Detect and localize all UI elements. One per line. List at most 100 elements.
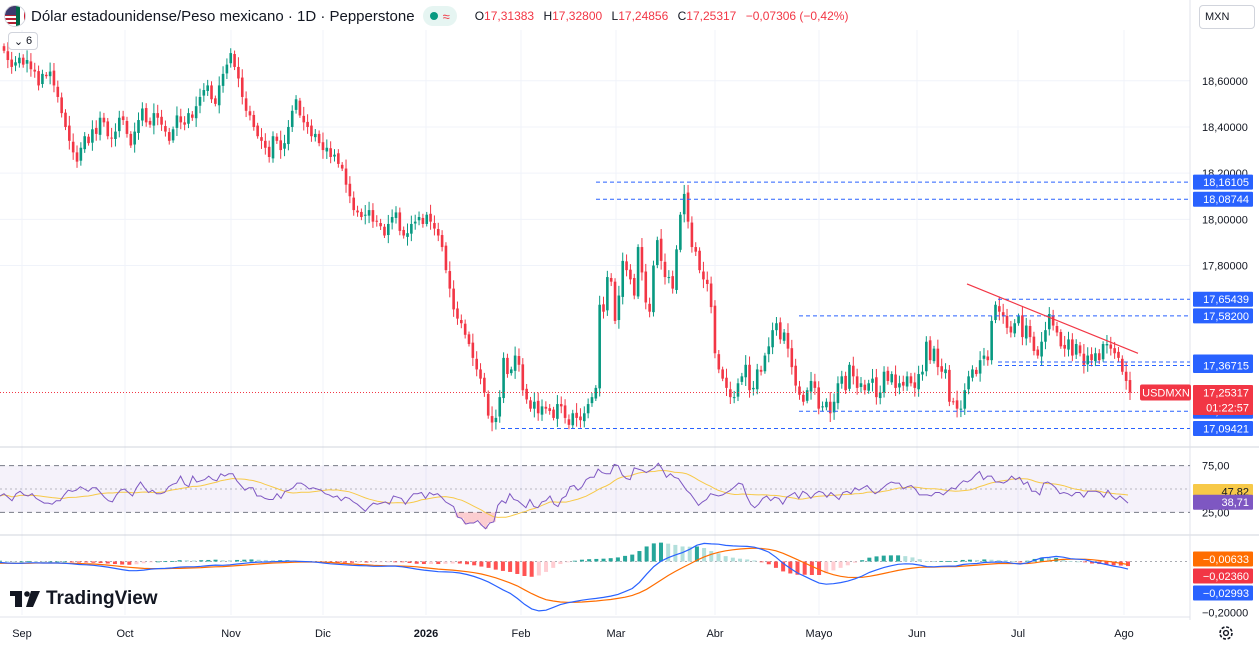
market-status-pill[interactable]: ≈: [422, 6, 457, 26]
candle-body: [632, 277, 636, 296]
tradingview-logo[interactable]: TradingView: [10, 588, 158, 610]
macd-histogram-bar: [364, 561, 369, 563]
candle-body: [875, 377, 878, 398]
macd-histogram-bar: [723, 556, 728, 562]
candle-body: [948, 369, 951, 402]
candle-body: [490, 416, 494, 423]
macd-histogram-bar: [982, 559, 987, 562]
symbol-title[interactable]: Dólar estadounidense/Peso mexicano · 1D …: [31, 7, 415, 25]
candle-body: [306, 121, 309, 127]
macd-histogram-bar: [407, 561, 412, 564]
candle-body: [6, 51, 10, 61]
candle-body: [329, 148, 332, 157]
candle-body: [287, 126, 290, 145]
candle-body: [321, 142, 325, 151]
rsi-axis-tick: 75,00: [1202, 461, 1230, 473]
candle-body: [1040, 341, 1043, 357]
last-price-label-bg: [1193, 385, 1253, 416]
macd-histogram-bar: [515, 561, 520, 574]
candle-body: [371, 210, 375, 222]
time-axis-label: Jul: [1011, 628, 1025, 640]
candle-body: [68, 125, 71, 141]
candle-body: [344, 168, 348, 185]
macd-histogram-bar: [536, 561, 541, 576]
candle-body: [1059, 332, 1063, 347]
candle-body: [855, 376, 859, 388]
candle-body: [87, 136, 90, 144]
candle-body: [994, 304, 997, 321]
time-axis-label: Dic: [315, 628, 331, 640]
candle-body: [2, 46, 6, 51]
macd-histogram-bar: [615, 557, 620, 562]
symbol-tag-bg: [1140, 384, 1191, 401]
candle-body: [79, 147, 83, 161]
candle-body: [1036, 349, 1040, 356]
macd-histogram-bar: [271, 560, 276, 562]
candle-body: [928, 340, 932, 361]
candle-body: [790, 348, 794, 368]
macd-histogram-bar: [881, 555, 886, 562]
candle-body: [1097, 353, 1101, 361]
level-price-label-bg: [1193, 291, 1253, 307]
settings-gear-icon[interactable]: [1217, 624, 1235, 642]
candle-body: [421, 217, 425, 224]
candle-body: [240, 77, 244, 97]
candle-body: [313, 133, 317, 138]
candle-body: [1032, 336, 1036, 351]
candle-body: [729, 389, 732, 398]
level-price-label: 18,16105: [1203, 177, 1249, 189]
candle-body: [471, 342, 475, 358]
candle-body: [582, 413, 586, 422]
candle-body: [256, 125, 259, 137]
candle-body: [48, 71, 52, 77]
macd-histogram-bar: [105, 561, 110, 564]
candle-body: [998, 306, 1001, 312]
macd-histogram-bar: [357, 561, 362, 563]
macd-signal-label: −0,02360: [1203, 571, 1249, 583]
rsi-value-label: 38,71: [1221, 497, 1249, 509]
candle-body: [248, 111, 252, 116]
candle-body: [83, 136, 87, 150]
macd-axis-tick: −0,20000: [1202, 607, 1248, 619]
candle-body: [498, 397, 502, 417]
candle-body: [1013, 323, 1017, 334]
indicators-collapse-button[interactable]: ⌄ 6: [8, 32, 38, 50]
macd-histogram-bar: [33, 561, 38, 563]
macd-histogram-bar: [69, 561, 74, 563]
candle-body: [1017, 316, 1020, 324]
candle-body: [759, 369, 763, 372]
candle-body: [436, 229, 440, 236]
level-price-label-bg: [1193, 191, 1253, 207]
candle-body: [802, 394, 805, 402]
candle-body: [644, 271, 648, 303]
candle-body: [509, 369, 513, 374]
candle-body: [740, 376, 744, 382]
candle-body: [909, 376, 913, 384]
macd-histogram-bar: [206, 559, 211, 562]
candle-body: [663, 261, 667, 278]
candle-body: [1001, 312, 1005, 317]
candle-body: [852, 365, 855, 377]
level-price-label: 18,08744: [1203, 194, 1249, 206]
candle-body: [1109, 344, 1113, 349]
level-price-label: 17,58200: [1203, 311, 1249, 323]
candle-body: [513, 355, 517, 371]
candle-body: [598, 304, 601, 389]
macd-histogram-bar: [227, 560, 232, 562]
macd-histogram-bar: [500, 561, 505, 571]
candle-body: [494, 417, 498, 423]
currency-selector[interactable]: MXN: [1199, 5, 1255, 29]
candle-body: [713, 305, 717, 354]
rsi-axis-tick: 25,00: [1202, 507, 1230, 519]
macd-histogram-bar: [694, 546, 699, 562]
candle-body: [202, 90, 206, 96]
time-axis-label: 2026: [414, 628, 438, 640]
candle-body: [191, 114, 194, 118]
candle-body: [233, 54, 236, 67]
candle-body: [433, 223, 436, 229]
macd-histogram-bar: [127, 561, 132, 565]
macd-histogram-bar: [946, 560, 951, 562]
macd-histogram-bar: [709, 551, 714, 562]
macd-histogram-bar: [26, 560, 31, 562]
